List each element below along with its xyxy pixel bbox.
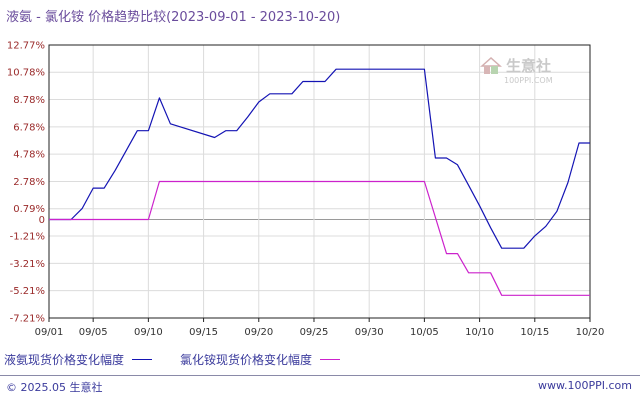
y-tick-label: 10.78%: [7, 68, 45, 79]
x-tick-label: 09/15: [189, 327, 218, 338]
x-tick-label: 09/01: [35, 327, 64, 338]
y-tick-labels: 12.77% 10.78% 8.78% 6.78% 4.78% 2.78% 0.79%0 -1…: [7, 41, 45, 325]
watermark-url: 100PPI.COM: [504, 76, 553, 85]
y-tick-label: 0.79%: [13, 204, 45, 215]
y-tick-label: -3.21%: [10, 259, 45, 270]
y-tick-label: 4.78%: [13, 150, 45, 161]
y-tick-label: 12.77%: [7, 41, 45, 52]
axes: [48, 44, 591, 322]
footer-website: www.100PPI.com: [538, 379, 632, 392]
legend-label-series-1: 液氨现货价格变化幅度: [4, 353, 125, 367]
legend-label-series-2: 氯化铵现货价格变化幅度: [180, 353, 313, 367]
x-tick-label: 10/20: [576, 327, 605, 338]
y-tick-label: -1.21%: [10, 232, 45, 243]
x-tick-label: 10/10: [465, 327, 494, 338]
watermark-text: 生意社: [506, 57, 551, 75]
x-tick-label: 09/20: [244, 327, 273, 338]
y-tick-label: -5.21%: [10, 286, 45, 297]
y-tick-label: 6.78%: [13, 122, 45, 133]
legend-swatch-series-1: [132, 359, 153, 360]
legend: 液氨现货价格变化幅度 氯化铵现货价格变化幅度: [4, 351, 368, 368]
x-tick-label: 09/30: [355, 327, 384, 338]
x-tick-label: 09/25: [300, 327, 329, 338]
x-tick-label: 10/15: [520, 327, 549, 338]
x-tick-labels: 09/01 09/05 09/10 09/15 09/20 09/25 09/30 10/05…: [35, 327, 605, 338]
watermark-logo-icon: [480, 56, 502, 74]
series-lines: [49, 68, 590, 296]
x-tick-label: 10/05: [410, 327, 439, 338]
y-tick-label: 0: [39, 215, 45, 226]
y-tick-label: 8.78%: [13, 95, 45, 106]
y-tick-label: 2.78%: [13, 177, 45, 188]
plot-frame: [48, 44, 591, 319]
watermark: 生意社 100PPI.COM: [480, 56, 553, 85]
series-line-1: [49, 68, 590, 249]
footer-divider: [0, 375, 640, 376]
x-tick-label: 09/05: [79, 327, 108, 338]
y-tick-label: -7.21%: [10, 314, 45, 325]
x-tick-label: 09/10: [134, 327, 163, 338]
legend-swatch-series-2: [320, 359, 341, 360]
series-line-2: [49, 180, 590, 296]
footer-copyright: © 2025.05 生意社: [6, 381, 103, 394]
chart-title: 液氨 - 氯化铵 价格趋势比较(2023-09-01 - 2023-10-20): [6, 10, 341, 25]
